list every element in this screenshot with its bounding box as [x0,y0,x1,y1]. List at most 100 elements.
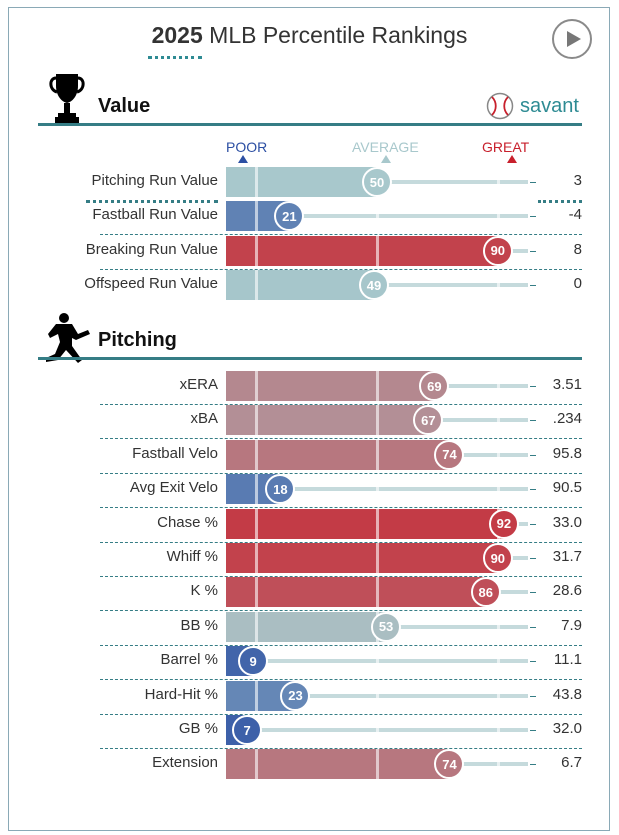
metric-value: 8 [573,240,582,258]
rankings-card [8,7,610,831]
title-text: MLB Percentile Rankings [202,22,468,48]
metric-value: 6.7 [561,754,582,772]
metric-label: Avg Exit Velo [129,479,218,497]
percentile-tick [376,474,379,505]
percentile-bar [226,577,486,608]
percentile-tick [255,680,259,711]
value-separator [530,420,536,422]
play-button[interactable] [552,19,592,59]
row-separator [100,472,582,474]
percentile-tick [255,577,259,608]
value-separator [530,216,536,218]
value-separator [530,558,536,559]
metric-value: 11.1 [553,651,582,669]
value-separator [530,592,536,594]
percentile-circle: 21 [274,201,305,232]
section-title-pitching: Pitching [98,329,177,351]
percentile-circle: 67 [413,405,444,436]
percentile-tick [255,405,259,436]
section-title-value: Value [98,95,151,117]
percentile-tick [255,270,259,301]
metric-value: 3.51 [552,376,582,393]
percentile-circle: 90 [482,543,513,573]
percentile-tick [376,371,379,401]
percentile-tick [376,235,379,266]
row-separator [100,713,582,715]
row-separator [100,679,582,681]
percentile-tick [376,577,379,608]
value-separator [530,523,536,525]
value-section-rule [38,123,582,126]
trophy-icon [49,74,85,126]
percentile-circle: 74 [434,439,465,470]
metric-label: xBA [190,410,218,428]
metric-value: 33.0 [552,513,582,531]
metric-label: K % [190,582,218,600]
metric-label: Fastball Run Value [92,206,218,224]
percentile-tick [255,508,259,539]
percentile-tick [255,439,259,470]
percentile-tick [255,611,259,642]
percentile-bar [226,508,504,539]
metric-value: 28.6 [552,582,582,600]
value-separator [530,285,536,287]
percentile-bar [226,543,498,573]
percentile-tick [496,749,500,780]
title-year: 2025 [151,22,203,48]
metric-value: 43.8 [552,685,582,703]
percentile-circle: 69 [419,371,450,401]
percentile-tick [255,235,259,266]
value-separator [530,661,536,663]
play-icon [567,31,581,47]
percentile-tick [255,543,259,573]
percentile-tick [496,405,500,436]
metric-value: -4 [568,206,582,224]
percentile-tick [496,371,500,401]
percentile-tick [255,474,259,505]
row-separator-thick [86,200,218,203]
row-separator [100,748,582,749]
percentile-bar [226,167,377,197]
percentile-tick [255,749,259,780]
value-separator [530,454,536,456]
percentile-circle: 90 [482,235,513,266]
row-separator [100,268,582,270]
row-separator [100,234,582,236]
page-title: 2025 MLB Percentile Rankings [0,22,619,49]
row-separator [100,610,582,612]
percentile-tick [496,680,500,711]
percentile-tick [496,715,500,745]
percentile-tick [255,371,259,401]
percentile-tick [496,611,500,642]
percentile-tick [496,270,500,301]
percentile-bar [226,439,450,470]
value-separator [530,626,536,628]
row-separator [100,404,582,405]
metric-label: Hard-Hit % [144,685,218,703]
value-separator [530,695,536,697]
percentile-tick [255,201,259,232]
savant-logo[interactable]: savant [486,92,579,120]
metric-label: Whiff % [166,548,218,565]
percentile-bar [226,405,429,436]
metric-value: .234 [552,410,582,428]
percentile-circle: 7 [232,715,263,745]
metric-value: 32.0 [552,720,582,737]
percentile-tick [255,167,259,197]
percentile-tick [496,201,500,232]
percentile-circle: 49 [358,270,389,301]
percentile-tick [376,508,379,539]
percentile-circle: 53 [371,611,402,642]
row-separator [100,438,582,440]
baseball-icon [486,92,514,120]
metric-label: GB % [178,720,218,737]
percentile-tick [496,167,500,197]
row-separator [100,507,582,509]
percentile-tick [496,646,500,677]
percentile-tick [376,439,379,470]
scale-average-label: AVERAGE [352,139,419,155]
percentile-circle: 18 [265,474,296,505]
metric-label: Breaking Run Value [85,240,218,258]
metric-label: Barrel % [160,651,218,669]
metric-value: 0 [573,275,582,293]
